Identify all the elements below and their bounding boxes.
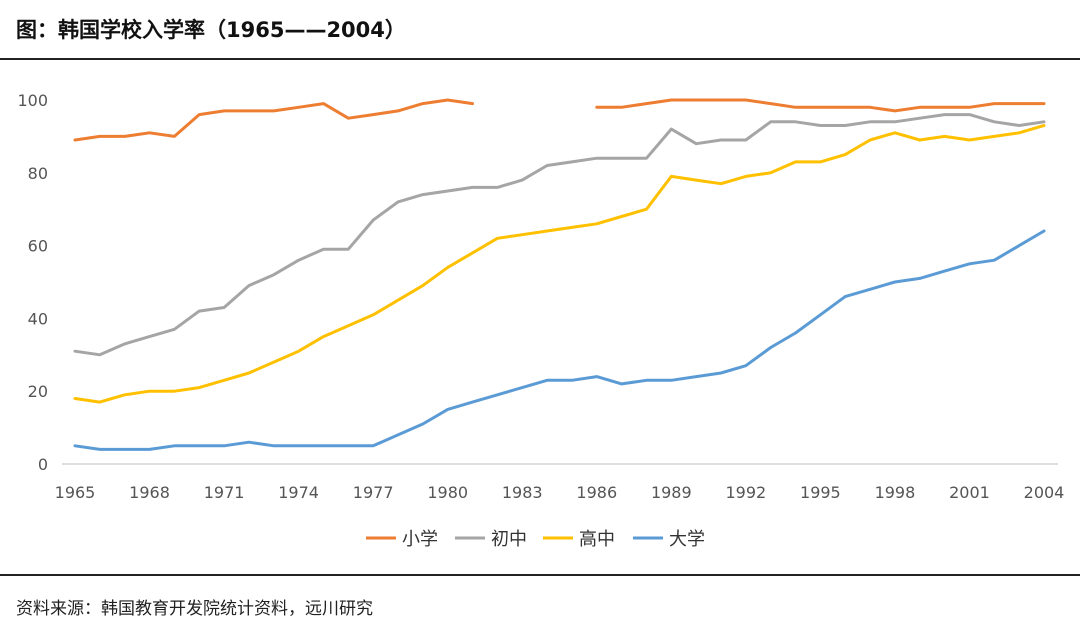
legend-label: 小学 [402, 529, 438, 550]
x-tick-label: 2001 [949, 483, 990, 502]
series-line-1 [73, 98, 1046, 142]
x-tick-label: 1977 [353, 483, 394, 502]
legend-label: 大学 [669, 529, 705, 550]
y-tick-label: 20 [28, 382, 48, 401]
x-tick-label: 1971 [204, 483, 245, 502]
x-tick-label: 1998 [875, 483, 916, 502]
x-tick-label: 1989 [651, 483, 692, 502]
series-line-4 [73, 229, 1046, 451]
legend: 小学 初中 高中 大学 [366, 529, 705, 550]
legend-label: 高中 [579, 529, 615, 550]
x-tick-label: 2004 [1024, 483, 1065, 502]
y-tick-label: 40 [28, 309, 48, 328]
series-line-3 [73, 124, 1046, 404]
x-tick-label: 1965 [55, 483, 96, 502]
x-tick-label: 1980 [427, 483, 468, 502]
series-line-2 [73, 113, 1046, 357]
legend-label: 初中 [491, 529, 527, 550]
y-tick-label: 100 [17, 91, 48, 110]
y-tick-label: 60 [28, 237, 48, 256]
series-layer [73, 98, 1046, 451]
source-note: 资料来源：韩国教育开发院统计资料，远川研究 [16, 599, 373, 619]
x-tick-label: 1992 [725, 483, 766, 502]
enrollment-line-chart: 0 20 40 60 80 100 1965 1968 1971 1974 1977 1980 1983… [17, 91, 1064, 550]
x-tick-label: 1983 [502, 483, 543, 502]
page-title: 图：韩国学校入学率（1965——2004） [16, 18, 406, 42]
x-tick-label: 1968 [129, 483, 170, 502]
top-divider [0, 58, 1080, 60]
x-tick-label: 1995 [800, 483, 841, 502]
x-tick-label: 1986 [576, 483, 617, 502]
axis-layer: 0 20 40 60 80 100 1965 1968 1971 1974 1977 1980 1983… [17, 91, 1064, 502]
y-tick-label: 80 [28, 164, 48, 183]
y-tick-label: 0 [38, 455, 48, 474]
x-tick-label: 1974 [278, 483, 319, 502]
bottom-divider [0, 574, 1080, 576]
